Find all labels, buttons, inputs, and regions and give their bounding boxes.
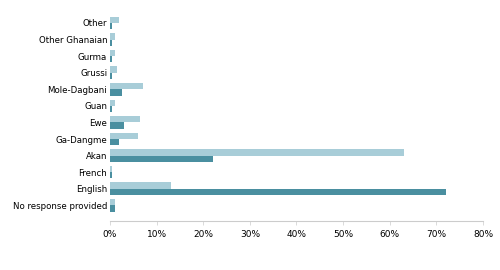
Bar [110, 172, 112, 178]
Bar [110, 66, 117, 73]
Bar [110, 123, 124, 129]
Bar [110, 156, 212, 162]
Bar [110, 149, 404, 156]
Bar [110, 183, 170, 189]
Bar [110, 205, 114, 212]
Bar [110, 133, 138, 139]
Bar [110, 33, 114, 40]
Bar [110, 199, 114, 205]
Bar [110, 100, 114, 106]
Bar [110, 50, 114, 56]
Bar [110, 189, 446, 195]
Bar [110, 83, 142, 89]
Bar [110, 40, 112, 46]
Bar [110, 73, 112, 79]
Bar [110, 106, 112, 112]
Bar [110, 116, 140, 123]
Bar [110, 166, 112, 172]
Bar [110, 56, 112, 62]
Bar [110, 23, 112, 29]
Bar [110, 17, 120, 23]
Bar [110, 139, 120, 145]
Bar [110, 89, 122, 96]
